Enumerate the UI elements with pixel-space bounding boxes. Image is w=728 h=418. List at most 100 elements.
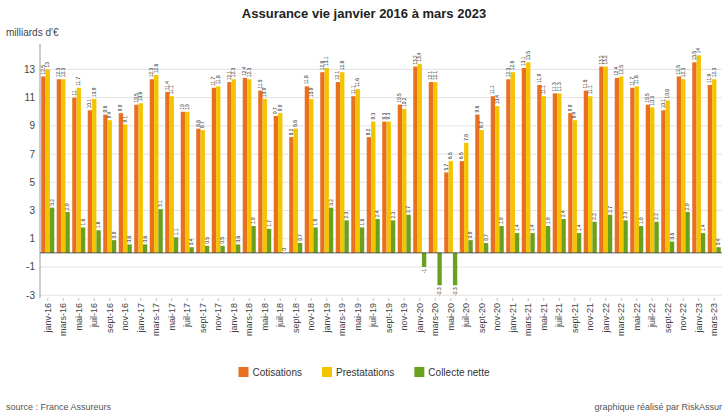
bar — [336, 82, 340, 253]
x-tick — [512, 298, 513, 301]
x-tick — [698, 298, 699, 301]
y-tick-label: 9 — [29, 120, 35, 131]
bar — [701, 233, 705, 253]
x-tick-label: sept-20 — [477, 303, 487, 333]
x-tick — [202, 298, 203, 301]
x-tick — [140, 298, 141, 301]
data-label: 13.5 — [526, 51, 531, 61]
data-label: 1.9 — [499, 217, 504, 224]
bar — [391, 220, 395, 252]
legend-swatch — [239, 367, 249, 377]
x-tick — [574, 298, 575, 301]
data-label: 10.9 — [262, 87, 267, 97]
bar — [278, 113, 282, 253]
data-label: 5.7 — [444, 163, 449, 170]
bar — [340, 72, 344, 253]
bars — [41, 55, 721, 285]
bar — [499, 226, 503, 253]
bar — [577, 233, 581, 253]
bar — [542, 96, 546, 253]
bar — [716, 247, 720, 253]
data-label: 2.3 — [344, 211, 349, 218]
data-label: 9.1 — [123, 115, 128, 122]
bar — [568, 113, 572, 253]
x-tick — [543, 298, 544, 301]
bar — [247, 79, 251, 253]
bar — [557, 93, 561, 252]
data-label: 12.3 — [61, 68, 66, 78]
bar — [243, 78, 247, 253]
bar — [356, 89, 360, 253]
x-tick-label: janv-21 — [508, 303, 518, 334]
data-label: 2.4 — [375, 210, 380, 217]
bar — [50, 208, 54, 253]
data-label: 11.1 — [490, 85, 495, 94]
bar — [174, 237, 178, 253]
bar — [650, 108, 654, 253]
data-label: 1.7 — [267, 220, 272, 227]
bar — [367, 137, 371, 253]
data-label: 1.8 — [360, 218, 365, 225]
bar — [449, 161, 453, 253]
legend-swatch — [322, 367, 332, 377]
annotation: source : France Assureurs — [6, 402, 112, 412]
x-tick — [264, 298, 265, 301]
x-tick — [311, 298, 312, 301]
data-label: 0.4 — [189, 238, 194, 245]
bar — [360, 227, 364, 252]
data-label: 8.8 — [293, 120, 298, 127]
bar — [619, 76, 623, 252]
bar — [371, 122, 375, 253]
title: Assurance vie janvier 2016 à mars 2023 — [242, 6, 486, 21]
data-label: 8.7 — [200, 121, 205, 128]
bar — [584, 91, 588, 253]
data-label: 1.4 — [515, 224, 520, 231]
bar — [588, 96, 592, 253]
bar — [189, 247, 193, 253]
bar — [150, 79, 154, 253]
data-label: 8.2 — [289, 128, 294, 135]
data-label: 10.2 — [402, 97, 407, 107]
bar — [615, 78, 619, 253]
bar — [697, 55, 701, 253]
bar — [530, 233, 534, 253]
bar — [681, 79, 685, 253]
bar — [398, 105, 402, 253]
data-label: 6.5 — [459, 152, 464, 159]
x-tick — [280, 298, 281, 301]
y-tick-label: -1 — [26, 261, 35, 272]
x-tick — [233, 298, 234, 301]
data-label: 13.2 — [603, 55, 608, 65]
legend-swatch — [414, 367, 424, 377]
data-label: 11.1 — [541, 85, 546, 94]
x-tick — [481, 298, 482, 301]
x-tick — [714, 298, 715, 301]
x-tick-label: sept-16 — [105, 303, 115, 333]
bar — [134, 105, 138, 253]
x-tick-label: juil-17 — [182, 303, 192, 328]
zero-line — [40, 252, 722, 253]
data-label: 11.8 — [634, 75, 639, 84]
legend: CotisationsPrestatationsCollecte nette — [239, 367, 490, 378]
data-label: 14 — [696, 48, 701, 54]
x-tick — [109, 298, 110, 301]
bar — [351, 96, 355, 253]
bar — [143, 244, 147, 252]
x-tick-label: sept-18 — [291, 303, 301, 333]
data-label: 0.7 — [298, 234, 303, 241]
x-tick — [435, 298, 436, 301]
x-tick-label: nov-17 — [213, 303, 223, 331]
data-label: 8.2 — [366, 128, 371, 135]
data-label: 10 — [185, 104, 190, 110]
x-tick — [295, 298, 296, 301]
x-tick — [590, 298, 591, 301]
data-label: 2.9 — [685, 203, 690, 210]
data-label: 9.3 — [371, 113, 376, 120]
data-label: 0.9 — [112, 231, 117, 238]
data-label: 12.3 — [231, 68, 236, 78]
bar — [196, 129, 200, 253]
bar — [460, 161, 464, 253]
bar — [491, 96, 495, 253]
bar — [320, 72, 324, 253]
bar — [294, 129, 298, 253]
